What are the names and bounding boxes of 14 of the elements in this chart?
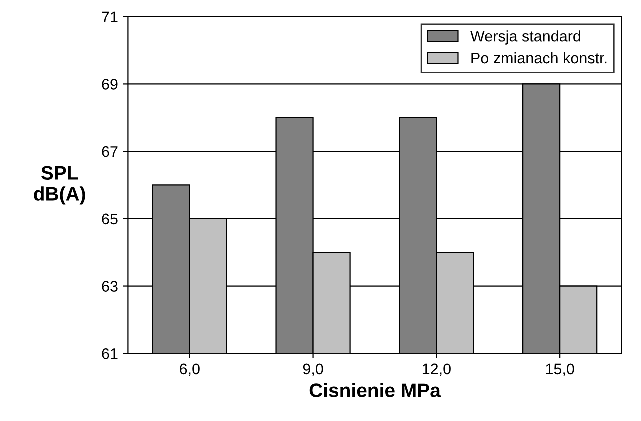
y-tick-label: 65 — [102, 214, 118, 225]
x-tick-label: 15,0 — [546, 364, 574, 376]
legend-label: Po zmianach konstr. — [472, 52, 607, 64]
y-axis-title: SPL dB(A) — [34, 166, 86, 205]
y-tick-label: 61 — [102, 348, 118, 360]
x-tick-label: 9,0 — [303, 364, 324, 376]
x-tick-label: 6,0 — [180, 364, 200, 376]
x-axis-title: Cisnienie MPa — [310, 383, 442, 398]
legend-label: Wersja standard — [470, 30, 580, 45]
y-tick-label: 67 — [102, 146, 118, 158]
y-tick-label: 63 — [102, 281, 118, 292]
y-tick-label: 71 — [102, 12, 118, 22]
x-tick-label: 12,0 — [422, 364, 451, 376]
y-tick-label: 69 — [102, 79, 118, 90]
